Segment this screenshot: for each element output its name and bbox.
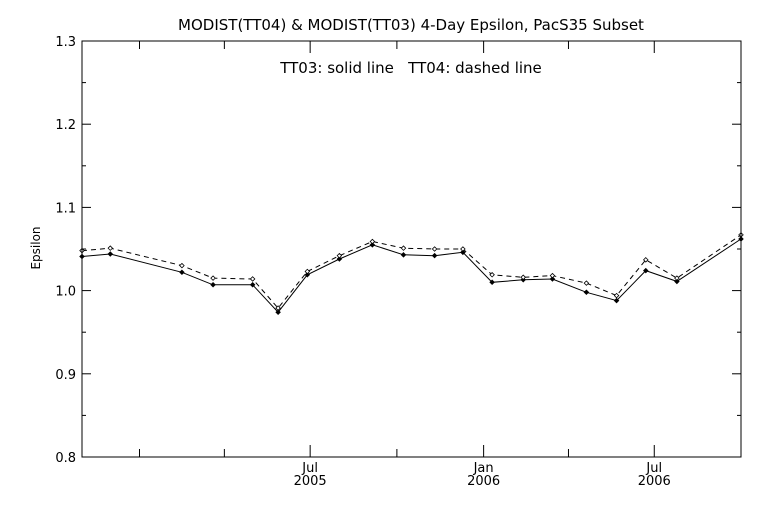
point-tt04-11 bbox=[460, 246, 466, 252]
x-tick-year: 2006 bbox=[467, 474, 500, 489]
point-tt03-1 bbox=[107, 251, 114, 257]
point-tt04-12 bbox=[489, 272, 495, 278]
x-tick-month: Jul bbox=[645, 461, 662, 476]
y-tick-label: 1.0 bbox=[55, 285, 76, 300]
y-tick-label: 0.9 bbox=[55, 368, 76, 383]
point-tt04-1 bbox=[107, 245, 114, 251]
series-line-tt03 bbox=[81, 238, 742, 313]
point-tt03-11 bbox=[460, 249, 466, 256]
point-tt03-12 bbox=[489, 279, 495, 286]
plot-area bbox=[79, 232, 744, 315]
point-tt04-7 bbox=[336, 252, 343, 259]
chart-title: MODIST(TT04) & MODIST(TT03) 4-Day Epsilo… bbox=[178, 16, 644, 34]
point-tt03-18 bbox=[674, 278, 680, 285]
point-tt03-7 bbox=[336, 256, 343, 262]
x-tick-year: 2006 bbox=[638, 474, 671, 489]
point-tt04-9 bbox=[400, 245, 407, 251]
point-tt04-4 bbox=[249, 276, 256, 282]
point-tt04-18 bbox=[674, 275, 680, 281]
point-tt03-15 bbox=[583, 289, 590, 296]
point-tt04-13 bbox=[520, 274, 526, 281]
point-tt03-16 bbox=[613, 297, 620, 304]
plot-frame bbox=[81, 40, 742, 458]
x-tick-year: 2005 bbox=[294, 474, 327, 489]
point-tt04-6 bbox=[304, 268, 311, 275]
point-tt03-2 bbox=[179, 269, 185, 276]
point-tt04-3 bbox=[210, 275, 216, 281]
point-tt03-17 bbox=[643, 267, 649, 274]
chart-annotation: TT03: solid line TT04: dashed line bbox=[279, 59, 542, 77]
point-tt04-8 bbox=[369, 238, 376, 245]
x-tick-month: Jul bbox=[301, 461, 318, 476]
y-axis-label: Epsilon bbox=[29, 226, 43, 269]
point-tt04-10 bbox=[431, 246, 438, 252]
y-tick-label: 1.2 bbox=[55, 118, 76, 133]
point-tt04-5 bbox=[275, 305, 281, 311]
series-line-tt04 bbox=[81, 234, 742, 309]
point-tt03-14 bbox=[549, 276, 556, 282]
point-tt03-10 bbox=[431, 252, 438, 259]
y-tick-label: 1.3 bbox=[55, 35, 76, 50]
point-tt04-17 bbox=[643, 257, 649, 263]
y-tick-label: 1.1 bbox=[55, 201, 76, 216]
point-tt03-3 bbox=[210, 282, 216, 288]
point-tt04-15 bbox=[583, 280, 590, 286]
point-tt04-16 bbox=[613, 292, 620, 299]
point-tt03-9 bbox=[400, 252, 407, 258]
point-tt03-4 bbox=[249, 282, 256, 288]
x-tick-month: Jan bbox=[473, 461, 494, 476]
point-tt04-2 bbox=[179, 262, 185, 269]
point-tt04-14 bbox=[549, 272, 556, 279]
point-tt03-8 bbox=[369, 242, 376, 248]
point-tt03-6 bbox=[304, 272, 311, 278]
y-tick-label: 0.8 bbox=[55, 451, 76, 466]
point-tt03-5 bbox=[275, 309, 281, 315]
